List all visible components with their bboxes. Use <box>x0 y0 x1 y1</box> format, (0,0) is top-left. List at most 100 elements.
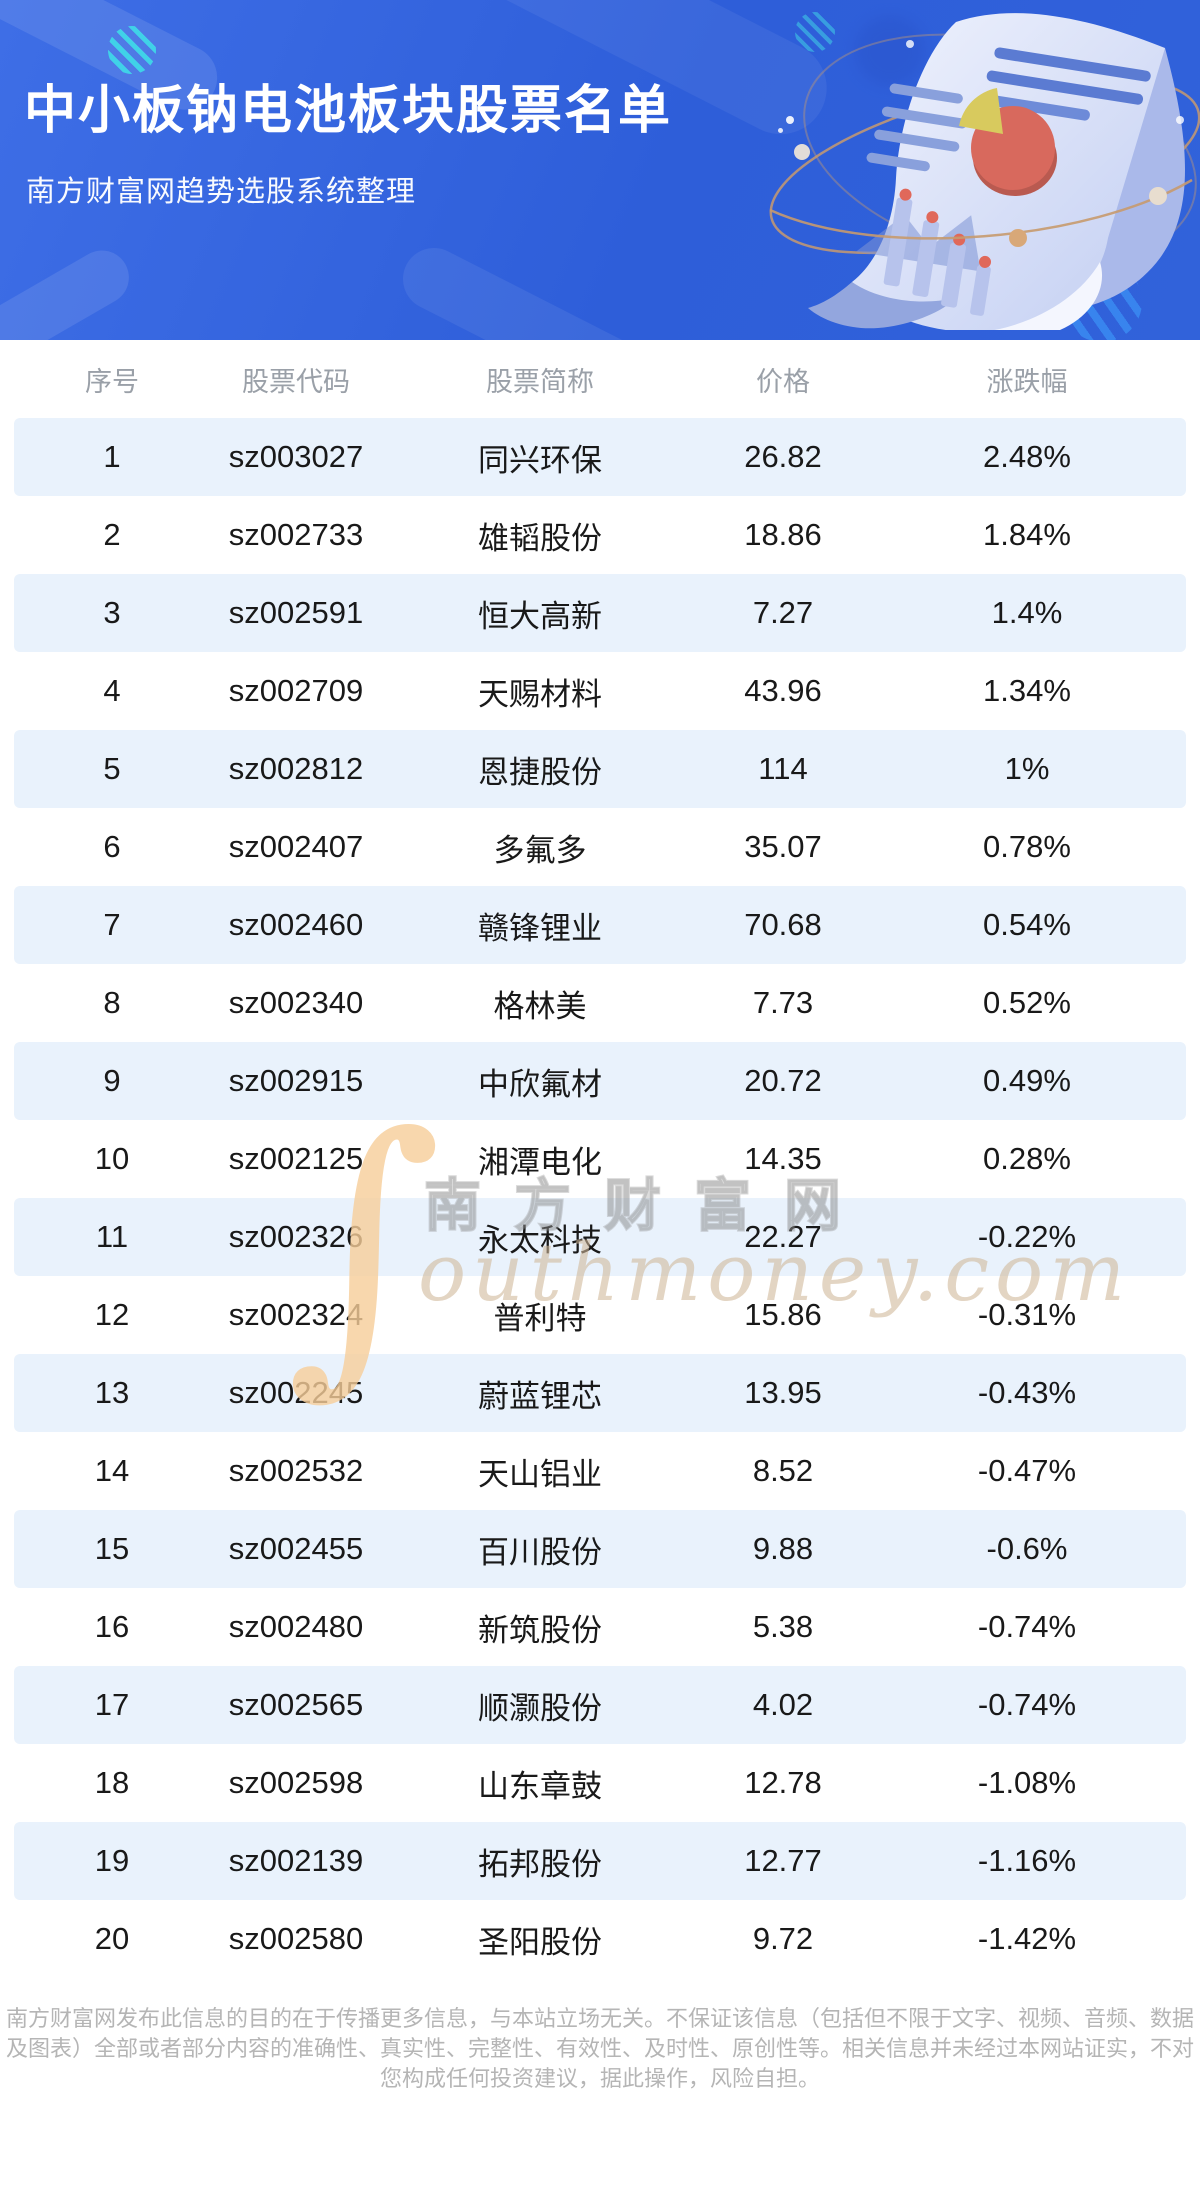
change-cell: -0.22% <box>977 1219 1077 1254</box>
change-cell: -0.6% <box>986 1531 1068 1566</box>
table-row: 14 sz002532 天山铝业 8.52 -0.47% <box>14 1432 1186 1510</box>
column-header-code: 股票代码 <box>242 366 350 397</box>
row-index-cell: 12 <box>94 1297 130 1332</box>
page-subtitle: 南方财富网趋势选股系统整理 <box>26 176 417 208</box>
row-index-cell: 15 <box>94 1531 130 1566</box>
column-header-price: 价格 <box>756 366 810 397</box>
row-index-cell: 3 <box>103 595 121 630</box>
price-cell: 20.72 <box>744 1063 822 1098</box>
table-row: 15 sz002455 百川股份 9.88 -0.6% <box>14 1510 1186 1588</box>
stock-name-cell: 赣锋锂业 <box>478 910 602 946</box>
orbit-sphere <box>794 144 810 160</box>
dot-decor <box>786 116 794 124</box>
table-row: 13 sz002245 蔚蓝锂芯 13.95 -0.43% <box>14 1354 1186 1432</box>
change-cell: 0.54% <box>983 907 1071 942</box>
stock-code-cell: sz002245 <box>228 1375 364 1410</box>
price-cell: 12.77 <box>744 1843 822 1878</box>
price-cell: 7.27 <box>752 595 814 630</box>
dot-decor <box>1176 116 1184 124</box>
document-chart-illustration <box>769 13 1200 330</box>
stock-name-cell: 普利特 <box>493 1300 587 1336</box>
stock-code-cell: sz002565 <box>228 1687 364 1722</box>
orbit-sphere <box>1009 229 1027 247</box>
stock-name-cell: 湘潭电化 <box>478 1144 602 1180</box>
table-row: 11 sz002326 永太科技 22.27 -0.22% <box>14 1198 1186 1276</box>
column-header-name: 股票简称 <box>486 366 594 397</box>
striped-circle-decor <box>108 26 156 74</box>
table-row: 8 sz002340 格林美 7.73 0.52% <box>14 964 1186 1042</box>
dot-decor <box>778 128 783 133</box>
price-cell: 18.86 <box>744 517 822 552</box>
change-cell: 2.48% <box>983 439 1071 474</box>
stock-code-cell: sz002480 <box>228 1609 364 1644</box>
header-banner: 中小板钠电池板块股票名单 南方财富网趋势选股系统整理 <box>0 0 1200 340</box>
column-header-index: 序号 <box>85 366 139 397</box>
paper-text-lines <box>866 47 1151 172</box>
change-cell: -1.42% <box>977 1921 1077 1956</box>
disclaimer: 南方财富网发布此信息的目的在于传播更多信息，与本站立场无关。不保证该信息（包括但… <box>0 2004 1200 2094</box>
change-cell: -0.47% <box>977 1453 1077 1488</box>
page-title: 中小板钠电池板块股票名单 <box>24 82 673 140</box>
stock-code-cell: sz002598 <box>228 1765 364 1800</box>
stock-name-cell: 山东章鼓 <box>478 1768 602 1804</box>
price-cell: 22.27 <box>744 1219 822 1254</box>
change-cell: 1.34% <box>983 673 1071 708</box>
stock-name-cell: 恩捷股份 <box>478 754 602 790</box>
table-row: 5 sz002812 恩捷股份 114 1% <box>14 730 1186 808</box>
stock-code-cell: sz002407 <box>228 829 364 864</box>
stock-name-cell: 恒大高新 <box>478 598 602 634</box>
change-cell: -0.31% <box>977 1297 1077 1332</box>
stock-name-cell: 同兴环保 <box>478 442 602 478</box>
price-cell: 26.82 <box>744 439 822 474</box>
price-cell: 15.86 <box>744 1297 822 1332</box>
stock-name-cell: 圣阳股份 <box>478 1924 602 1960</box>
stock-code-cell: sz002324 <box>228 1297 364 1332</box>
table-row: 18 sz002598 山东章鼓 12.78 -1.08% <box>14 1744 1186 1822</box>
table-row: 9 sz002915 中欣氟材 20.72 0.49% <box>14 1042 1186 1120</box>
stock-code-cell: sz002812 <box>228 751 364 786</box>
stock-name-cell: 新筑股份 <box>478 1612 602 1648</box>
stock-table: 序号 股票代码 股票简称 价格 涨跌幅 1 sz003027 同兴环保 26.8… <box>14 340 1186 1978</box>
table-row: 10 sz002125 湘潭电化 14.35 0.28% <box>14 1120 1186 1198</box>
table-row: 19 sz002139 拓邦股份 12.77 -1.16% <box>14 1822 1186 1900</box>
change-cell: -0.43% <box>977 1375 1077 1410</box>
row-index-cell: 2 <box>103 517 121 552</box>
table-row: 12 sz002324 普利特 15.86 -0.31% <box>14 1276 1186 1354</box>
table-header-row: 序号 股票代码 股票简称 价格 涨跌幅 <box>14 340 1186 418</box>
stock-name-cell: 蔚蓝锂芯 <box>478 1378 602 1414</box>
price-cell: 13.95 <box>744 1375 822 1410</box>
row-index-cell: 4 <box>103 673 121 708</box>
table-row: 3 sz002591 恒大高新 7.27 1.4% <box>14 574 1186 652</box>
change-cell: 0.78% <box>983 829 1071 864</box>
stock-code-cell: sz002733 <box>228 517 364 552</box>
table-row: 20 sz002580 圣阳股份 9.72 -1.42% <box>14 1900 1186 1978</box>
stock-name-cell: 中欣氟材 <box>478 1066 602 1102</box>
decor-capsule <box>0 240 139 340</box>
stock-name-cell: 格林美 <box>493 988 587 1024</box>
row-index-cell: 14 <box>94 1453 130 1488</box>
row-index-cell: 7 <box>103 907 121 942</box>
row-index-cell: 5 <box>103 751 121 786</box>
disclaimer-line: 及图表）全部或者部分内容的准确性、真实性、完整性、有效性、及时性、原创性等。相关… <box>5 2036 1194 2061</box>
stock-code-cell: sz002125 <box>228 1141 364 1176</box>
stock-name-cell: 雄韬股份 <box>478 520 602 556</box>
striped-circle-decor <box>795 12 835 52</box>
row-index-cell: 19 <box>94 1843 130 1878</box>
row-index-cell: 9 <box>103 1063 121 1098</box>
price-cell: 14.35 <box>744 1141 822 1176</box>
change-cell: 0.49% <box>983 1063 1071 1098</box>
price-cell: 7.73 <box>752 985 814 1020</box>
stock-name-cell: 百川股份 <box>478 1534 602 1570</box>
row-index-cell: 11 <box>95 1219 129 1254</box>
row-index-cell: 8 <box>103 985 121 1020</box>
row-index-cell: 6 <box>103 829 121 864</box>
disclaimer-line: 南方财富网发布此信息的目的在于传播更多信息，与本站立场无关。不保证该信息（包括但… <box>5 2006 1194 2031</box>
price-cell: 12.78 <box>744 1765 822 1800</box>
change-cell: 1.84% <box>983 517 1071 552</box>
stock-code-cell: sz002455 <box>228 1531 364 1566</box>
stock-name-cell: 拓邦股份 <box>478 1846 602 1882</box>
price-cell: 9.88 <box>752 1531 814 1566</box>
change-cell: 1.4% <box>991 595 1063 630</box>
stock-name-cell: 多氟多 <box>493 832 587 868</box>
row-index-cell: 17 <box>94 1687 130 1722</box>
